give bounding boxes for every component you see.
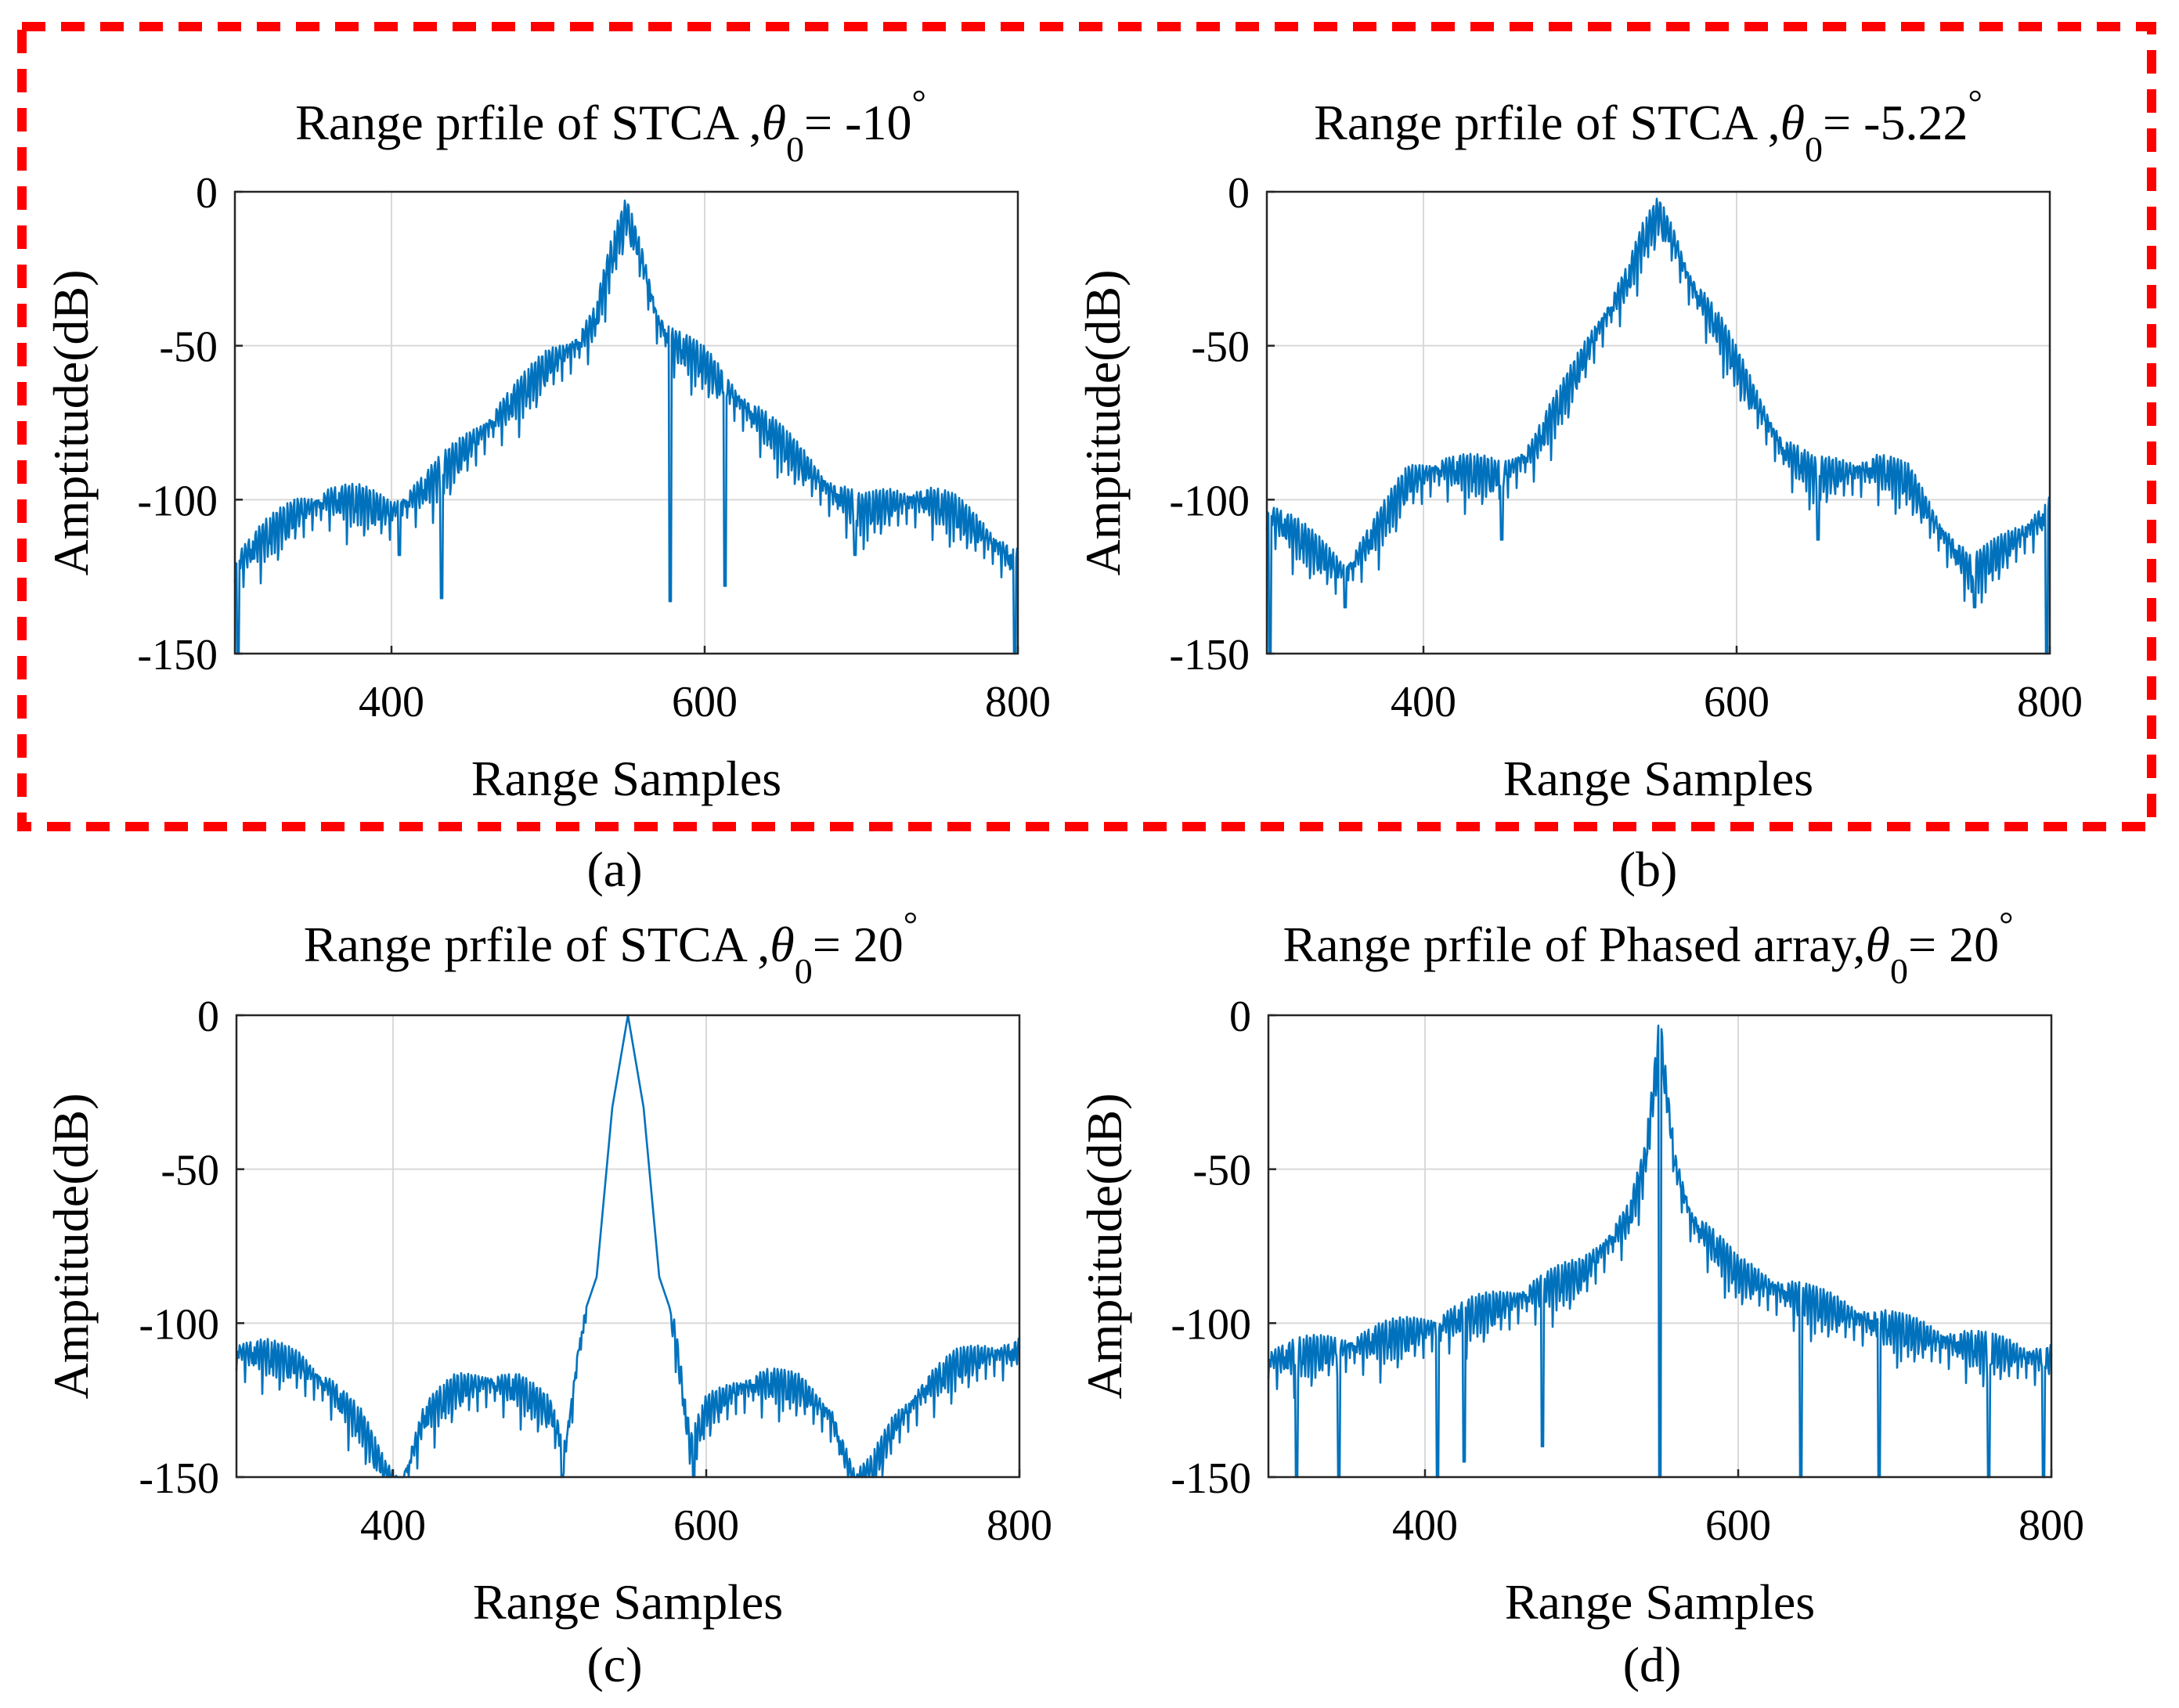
panel-d-ylabel: Amptitude(dB) (1077, 1093, 1132, 1399)
panel-d-caption: (d) (1623, 1637, 1682, 1692)
panel-a-series (233, 199, 1019, 655)
panel-d-xtick-600: 600 (1705, 1501, 1771, 1550)
panel-a-xlabel: Range Samples (471, 751, 781, 806)
panel-b-theta-sub: 0 (1805, 129, 1823, 169)
panel-a-xtick-600: 600 (672, 678, 738, 726)
panel-d-title: Range prfile of Phased array,θ0= 20° (1283, 904, 2014, 991)
panel-d-ytick--150: -150 (1171, 1454, 1251, 1503)
panel-b-title: Range prfile of STCA ,θ0= -5.22° (1314, 82, 1982, 169)
panel-c-ytick--150: -150 (139, 1454, 219, 1503)
panel-c-theta: θ (770, 917, 794, 972)
panel-a-xtick-400: 400 (359, 678, 424, 726)
panel-a-theta-sub: 0 (786, 129, 804, 169)
highlight-box (17, 22, 2156, 831)
panel-a-caption: (a) (586, 841, 642, 897)
panel-d-ytick--50: -50 (1192, 1147, 1251, 1195)
panel-c-ticks: 400 600 800 0 -50 -100 -150 (139, 993, 1052, 1550)
panel-a-title: Range prfile of STCA ,θ0= -10° (295, 82, 926, 169)
panel-b-xlabel: Range Samples (1503, 751, 1813, 806)
panel-c-ylabel: Amptitude(dB) (43, 1093, 99, 1399)
panel-a-ytick--150: -150 (137, 631, 218, 679)
panel-b: Range prfile of STCA ,θ0= -5.22° 400 600 8… (1075, 82, 2083, 806)
panel-a-ytick-0: 0 (196, 169, 218, 218)
panel-c-xtick-800: 800 (987, 1501, 1052, 1550)
panel-b-theta: θ (1780, 95, 1805, 150)
panel-b-caption: (b) (1619, 841, 1678, 897)
panel-c-xlabel: Range Samples (473, 1574, 783, 1630)
panel-d-degree: ° (1999, 904, 2013, 944)
panel-b-ytick--50: -50 (1191, 323, 1250, 372)
panel-c-title: Range prfile of STCA ,θ0= 20° (304, 904, 918, 991)
panel-d: Range prfile of Phased array,θ0= 20° 400… (1077, 904, 2084, 1630)
panel-a-ticks: 400 600 800 0 -50 -100 -150 (137, 169, 1051, 726)
panel-d-xtick-800: 800 (2018, 1501, 2084, 1550)
panel-c-plot-frame (235, 1014, 1021, 1479)
panel-c-degree: ° (904, 904, 918, 944)
panel-a-ylabel: Amptitude(dB) (43, 269, 99, 575)
panel-a-ytick--100: -100 (137, 477, 218, 525)
panel-c-theta-sub: 0 (795, 951, 813, 991)
panel-a-plot-frame (233, 190, 1019, 655)
panel-c-ytick-0: 0 (197, 993, 219, 1041)
panel-b-series (1265, 197, 2051, 655)
panel-b-title-suffix: = -5.22 (1823, 95, 1968, 150)
panel-a-ytick--50: -50 (159, 323, 218, 372)
panel-b-ytick--150: -150 (1169, 631, 1250, 679)
panel-b-xtick-400: 400 (1391, 678, 1456, 726)
panel-d-theta: θ (1866, 917, 1890, 972)
panel-c-xtick-400: 400 (360, 1501, 426, 1550)
panel-d-ytick-0: 0 (1229, 993, 1251, 1041)
panel-d-theta-sub: 0 (1890, 951, 1908, 991)
panel-d-ticks: 400 600 800 0 -50 -100 -150 (1171, 993, 2084, 1550)
panel-b-plot-frame (1265, 190, 2051, 655)
panel-b-xtick-600: 600 (1704, 678, 1770, 726)
panel-b-ytick-0: 0 (1228, 169, 1250, 218)
panel-d-xtick-400: 400 (1392, 1501, 1458, 1550)
panel-b-ytick--100: -100 (1169, 477, 1250, 525)
panel-c: Range prfile of STCA ,θ0= 20° 400 600 8000… (43, 904, 1052, 1630)
panel-a-degree: ° (911, 82, 925, 122)
panel-c-grid (236, 1015, 1019, 1477)
panel-a-title-suffix: = -10 (804, 95, 911, 150)
panel-c-ytick--50: -50 (161, 1147, 219, 1195)
panel-a-theta: θ (762, 95, 786, 150)
panel-d-plot-frame (1267, 1014, 2053, 1479)
panel-d-title-suffix: = 20 (1908, 917, 1999, 972)
panel-b-degree: ° (1968, 82, 1982, 122)
panel-c-xtick-600: 600 (673, 1501, 739, 1550)
panel-c-ytick--100: -100 (139, 1300, 219, 1349)
panel-a-xtick-800: 800 (985, 678, 1051, 726)
panel-a-series-0-line (233, 199, 1019, 655)
panel-b-series-0-line (1265, 197, 2051, 655)
panel-c-title-suffix: = 20 (813, 917, 904, 972)
panel-d-xlabel: Range Samples (1505, 1574, 1815, 1630)
panel-c-caption: (c) (586, 1637, 642, 1692)
panel-b-xtick-800: 800 (2017, 678, 2083, 726)
panel-a: Range prfile of STCA ,θ0= -10° 400 600 800… (43, 82, 1051, 806)
panel-d-ytick--100: -100 (1171, 1300, 1251, 1349)
panel-b-ylabel: Amptitude(dB) (1075, 269, 1131, 575)
panel-b-ticks: 400 600 800 0 -50 -100 -150 (1169, 169, 2083, 726)
